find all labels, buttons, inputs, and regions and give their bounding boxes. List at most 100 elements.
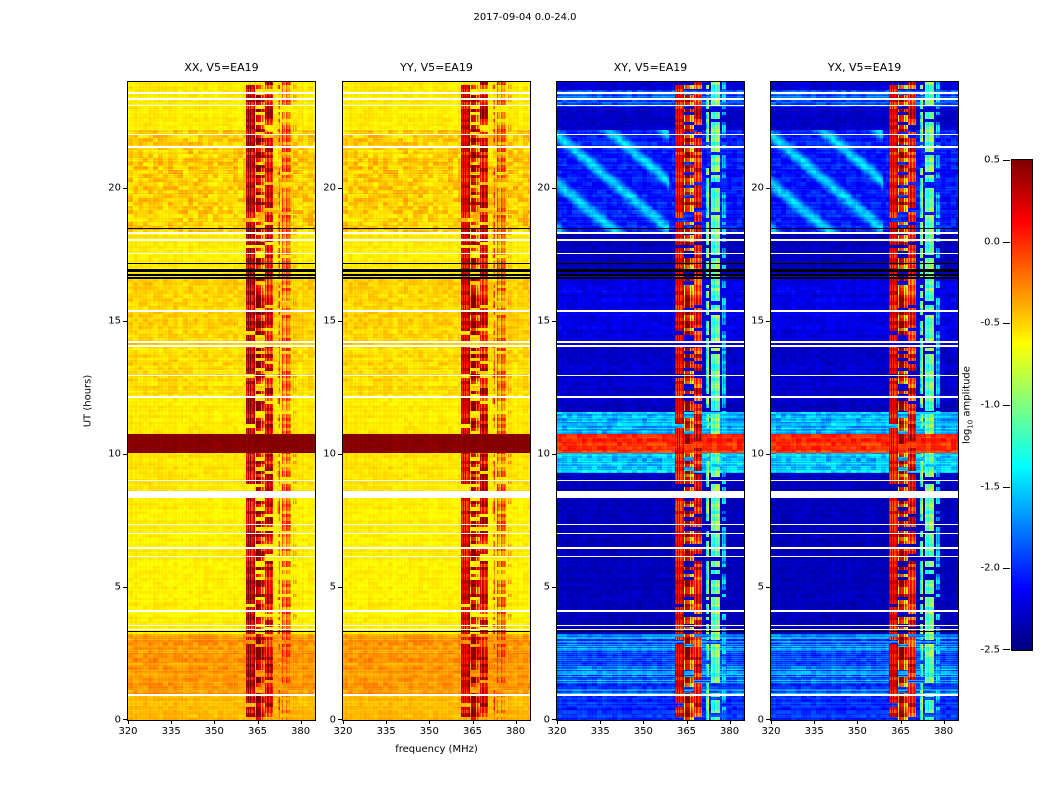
x-tick-mark <box>857 720 859 724</box>
x-tick-label: 350 <box>633 726 653 737</box>
y-tick-label: 0 <box>543 714 550 726</box>
colorbar-tick-label: -2.0 <box>980 562 1000 574</box>
colorbar-label-sub: 10 <box>966 419 975 429</box>
heatmap-canvas-xx <box>128 82 315 720</box>
y-tick-label: 10 <box>108 448 121 460</box>
x-tick-mark <box>814 720 816 724</box>
x-tick-mark <box>386 720 388 724</box>
colorbar-tick-mark <box>1003 160 1010 161</box>
y-tick-label: 15 <box>751 315 764 327</box>
x-tick-label: 380 <box>506 726 526 737</box>
y-tick-label: 5 <box>757 581 764 593</box>
x-tick-label: 335 <box>376 726 396 737</box>
x-tick-label: 335 <box>590 726 610 737</box>
x-tick-mark <box>600 720 602 724</box>
colorbar-tick-label: -0.5 <box>980 317 1000 329</box>
x-tick-label: 350 <box>204 726 224 737</box>
y-tick-label: 20 <box>537 182 550 194</box>
x-tick-label: 335 <box>161 726 181 737</box>
panel-title-xy: XY, V5=EA19 <box>613 61 688 74</box>
heatmap-canvas-xy <box>557 82 744 720</box>
colorbar-tick-mark <box>1003 649 1010 650</box>
x-tick-mark <box>257 720 259 724</box>
x-tick-mark <box>343 720 344 724</box>
y-tick-mark <box>123 587 127 589</box>
x-tick-mark <box>686 720 688 724</box>
y-tick-label: 10 <box>537 448 550 460</box>
y-tick-mark <box>552 719 556 720</box>
x-tick-mark <box>472 720 474 724</box>
colorbar-tick-mark <box>1003 323 1010 325</box>
colorbar-tick-label: -1.5 <box>980 481 1000 493</box>
y-tick-mark <box>766 454 770 456</box>
y-tick-label: 15 <box>537 315 550 327</box>
colorbar-tick-label: 0.0 <box>984 236 1000 248</box>
y-axis-label: UT (hours) <box>82 374 94 428</box>
colorbar-tick-mark <box>1003 241 1010 243</box>
colorbar-tick-mark <box>1003 405 1010 406</box>
y-tick-mark <box>552 454 556 456</box>
y-tick-label: 10 <box>323 448 336 460</box>
y-tick-label: 5 <box>114 581 121 593</box>
x-tick-label: 365 <box>890 726 911 737</box>
x-tick-label: 335 <box>804 726 824 737</box>
y-tick-mark <box>338 719 342 720</box>
panel-xy: XY, V5=EA19 320 335 350 365 380 0 5 10 15 20 <box>537 61 745 737</box>
x-tick-label: 365 <box>247 726 268 737</box>
x-tick-label: 380 <box>720 726 740 737</box>
x-tick-label: 380 <box>291 726 311 737</box>
x-tick-label: 350 <box>847 726 867 737</box>
x-tick-mark <box>729 720 731 724</box>
x-tick-label: 380 <box>934 726 954 737</box>
panel-yx: YX, V5=EA19 320 335 350 365 380 0 5 10 15 20 <box>751 61 959 737</box>
colorbar-tick-label: 0.5 <box>984 154 1000 166</box>
colorbar-tick-label: -1.0 <box>980 399 1000 411</box>
y-tick-mark <box>552 188 556 190</box>
x-tick-label: 320 <box>118 726 138 737</box>
y-tick-mark <box>338 587 342 589</box>
y-tick-label: 20 <box>323 182 336 194</box>
colorbar-label-post: amplitude <box>961 366 973 420</box>
y-tick-label: 20 <box>751 182 764 194</box>
y-tick-label: 15 <box>108 315 121 327</box>
x-tick-mark <box>171 720 173 724</box>
y-tick-mark <box>766 719 770 720</box>
figure-title: 2017-09-04 0.0-24.0 <box>473 12 577 23</box>
y-tick-mark <box>766 587 770 589</box>
y-tick-mark <box>552 587 556 589</box>
x-tick-mark <box>515 720 517 724</box>
y-tick-label: 15 <box>323 315 336 327</box>
y-tick-mark <box>123 188 127 190</box>
colorbar-canvas <box>1012 160 1032 650</box>
x-tick-mark <box>128 720 129 724</box>
x-tick-label: 350 <box>419 726 439 737</box>
x-tick-label: 320 <box>761 726 781 737</box>
y-tick-label: 0 <box>757 714 764 726</box>
y-tick-mark <box>552 321 556 323</box>
x-tick-mark <box>643 720 645 724</box>
y-tick-mark <box>123 454 127 456</box>
y-tick-mark <box>338 188 342 190</box>
y-tick-mark <box>338 321 342 323</box>
panel-xx: XX, V5=EA19 320 335 350 365 380 0 5 10 15 20 <box>108 61 316 737</box>
y-tick-mark <box>766 188 770 190</box>
colorbar-label-pre: log <box>961 428 973 444</box>
y-tick-label: 20 <box>108 182 121 194</box>
x-tick-mark <box>300 720 302 724</box>
colorbar-tick-mark <box>1003 486 1010 488</box>
heatmap-canvas-yy <box>343 82 530 720</box>
x-tick-mark <box>771 720 772 724</box>
y-tick-mark <box>766 321 770 323</box>
colorbar-tick-mark <box>1003 568 1010 570</box>
x-tick-label: 365 <box>462 726 483 737</box>
x-tick-mark <box>900 720 902 724</box>
x-tick-label: 320 <box>547 726 567 737</box>
colorbar-label: log10 amplitude <box>962 366 975 444</box>
y-tick-mark <box>338 454 342 456</box>
y-tick-mark <box>123 321 127 323</box>
colorbar <box>1011 159 1033 651</box>
panel-yy: YY, V5=EA19 320 335 350 365 380 0 5 10 15 20 <box>323 61 531 737</box>
y-tick-label: 10 <box>751 448 764 460</box>
y-tick-label: 0 <box>329 714 336 726</box>
y-tick-label: 5 <box>543 581 550 593</box>
